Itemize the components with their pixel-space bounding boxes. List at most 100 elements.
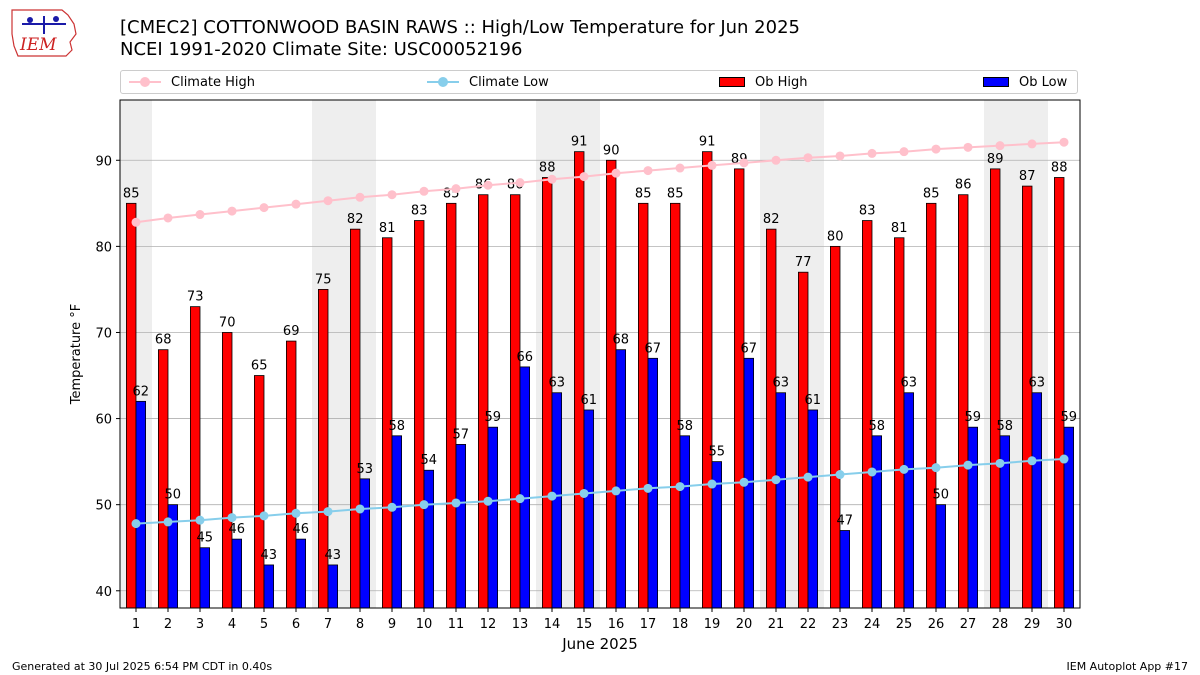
climate-high-point (867, 148, 877, 158)
ob-low-label: 63 (1029, 376, 1046, 391)
climate-low-point (771, 475, 781, 485)
ob-high-label: 83 (859, 204, 876, 219)
climate-low-point (1027, 456, 1037, 466)
ob-low-bar (519, 366, 531, 609)
ob-high-label: 89 (987, 152, 1004, 167)
ob-low-label: 55 (709, 445, 726, 460)
x-tick-label: 3 (196, 617, 204, 632)
ob-low-bar (551, 392, 563, 609)
climate-high-point (483, 180, 493, 190)
ob-low-bar (935, 504, 947, 609)
ob-low-label: 57 (453, 427, 470, 442)
x-tick-label: 6 (292, 617, 300, 632)
ob-low-bar (135, 400, 147, 609)
x-tick-label: 1 (132, 617, 140, 632)
climate-low-point (483, 496, 493, 506)
climate-high-point (515, 178, 525, 188)
ob-low-label: 46 (293, 522, 310, 537)
climate-low-point (227, 513, 237, 523)
legend-marker-climate-high (129, 74, 161, 90)
x-axis-title: June 2025 (561, 635, 638, 653)
climate-high-point (355, 192, 365, 202)
climate-low-point (355, 504, 365, 514)
ob-high-bar (509, 194, 521, 609)
ob-low-bar (487, 426, 499, 609)
y-tick-label: 40 (95, 585, 112, 600)
x-tick-label: 10 (416, 617, 433, 632)
ob-low-label: 58 (997, 419, 1014, 434)
app-footer: IEM Autoplot App #17 (1066, 660, 1189, 673)
x-tick-label: 12 (480, 617, 497, 632)
ob-low-bar (967, 426, 979, 609)
ob-low-bar (583, 409, 595, 609)
ob-high-bar (157, 349, 169, 609)
iem-logo: IEM (11, 9, 77, 57)
ob-high-bar (189, 306, 201, 609)
ob-high-bar (413, 220, 425, 609)
climate-low-point (387, 502, 397, 512)
ob-high-bar (445, 202, 457, 609)
x-tick-label: 9 (388, 617, 396, 632)
ob-high-bar (926, 202, 937, 609)
ob-low-bar (647, 357, 659, 609)
ob-low-bar (679, 435, 691, 609)
ob-low-label: 66 (517, 350, 534, 365)
climate-low-point (131, 519, 141, 529)
climate-low-point (419, 500, 429, 510)
x-tick-label: 7 (324, 617, 332, 632)
ob-high-label: 91 (699, 135, 716, 150)
climate-high-point (1027, 139, 1037, 149)
ob-high-bar (862, 220, 873, 609)
x-tick-label: 4 (228, 617, 236, 632)
climate-high-point (419, 186, 429, 196)
ob-low-label: 63 (773, 376, 790, 391)
legend-label-ob-low: Ob Low (1019, 74, 1068, 90)
chart-subtitle: NCEI 1991-2020 Climate Site: USC00052196 (120, 39, 523, 60)
x-tick-label: 18 (672, 617, 689, 632)
ob-high-label: 85 (123, 186, 140, 201)
climate-low-point (803, 472, 813, 482)
climate-low-point (515, 494, 525, 504)
ob-high-bar (766, 228, 777, 609)
x-tick-label: 14 (544, 617, 561, 632)
climate-high-point (643, 166, 653, 176)
ob-low-label: 68 (613, 333, 630, 348)
ob-low-bar (807, 409, 819, 609)
ob-low-label: 59 (1061, 410, 1078, 425)
legend-swatch-ob-high (719, 77, 745, 87)
legend-swatch-ob-low (983, 77, 1009, 87)
ob-low-bar (199, 547, 211, 609)
ob-high-bar (285, 340, 297, 609)
ob-high-bar (734, 168, 745, 609)
ob-low-bar (391, 435, 403, 609)
ob-low-bar (423, 469, 435, 609)
ob-low-bar (263, 564, 275, 609)
ob-low-bar (295, 538, 307, 609)
ob-high-bar (477, 194, 489, 609)
ob-high-bar (1022, 185, 1033, 609)
ob-high-bar (253, 375, 265, 609)
x-tick-label: 20 (736, 617, 753, 632)
x-tick-label: 17 (640, 617, 657, 632)
x-tick-label: 13 (512, 617, 529, 632)
ob-high-label: 81 (379, 221, 396, 236)
ob-low-label: 59 (965, 410, 982, 425)
ob-high-label: 85 (667, 186, 684, 201)
legend-item-ob-low: Ob Low (983, 74, 1067, 90)
x-tick-label: 25 (896, 617, 913, 632)
climate-high-point (163, 213, 173, 223)
x-tick-label: 15 (576, 617, 593, 632)
ob-high-label: 85 (923, 186, 940, 201)
climate-low-point (451, 498, 461, 508)
ob-high-label: 68 (155, 333, 172, 348)
ob-high-bar (958, 194, 969, 609)
climate-low-point (1059, 454, 1069, 464)
x-tick-label: 5 (260, 617, 268, 632)
ob-high-label: 82 (763, 212, 780, 227)
ob-high-label: 83 (411, 204, 428, 219)
ob-high-label: 80 (827, 229, 844, 244)
legend-label-climate-low: Climate Low (469, 74, 549, 90)
ob-low-label: 45 (197, 531, 214, 546)
climate-high-point (899, 147, 909, 157)
